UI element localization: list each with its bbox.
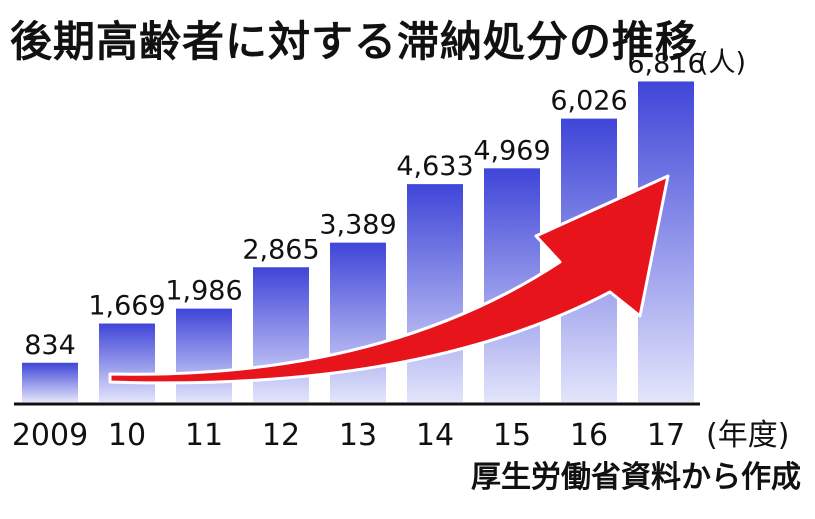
data-label-17: 6,816 <box>627 48 704 79</box>
x-axis-unit-label: (年度) <box>706 418 789 453</box>
source-note: 厚生労働省資料から作成 <box>471 460 801 495</box>
bar-11 <box>176 308 232 402</box>
bar-14 <box>407 184 463 402</box>
data-label-15: 4,969 <box>473 135 550 166</box>
x-tick-16: 16 <box>570 418 608 453</box>
chart-title: 後期高齢者に対する滞納処分の推移 <box>10 17 699 66</box>
data-label-10: 1,669 <box>88 291 165 322</box>
x-tick-12: 12 <box>262 418 300 453</box>
bar-13 <box>330 242 386 402</box>
data-label-12: 2,865 <box>242 234 319 265</box>
x-tick-17: 17 <box>647 418 685 453</box>
x-tick-10: 10 <box>108 418 146 453</box>
x-tick-15: 15 <box>493 418 531 453</box>
trend-arrow <box>108 174 670 385</box>
data-label-11: 1,986 <box>165 276 242 307</box>
bar-10 <box>99 323 155 402</box>
data-label-2009: 834 <box>24 330 76 361</box>
bar-12 <box>253 267 309 402</box>
data-label-14: 4,633 <box>396 151 473 182</box>
data-label-13: 3,389 <box>319 210 396 241</box>
x-tick-11: 11 <box>185 418 223 453</box>
x-tick-2009: 2009 <box>12 418 88 453</box>
y-axis-unit-label: (人) <box>698 47 746 78</box>
bar-2009 <box>22 362 78 402</box>
x-tick-14: 14 <box>416 418 454 453</box>
data-label-16: 6,026 <box>550 86 627 117</box>
x-tick-13: 13 <box>339 418 377 453</box>
